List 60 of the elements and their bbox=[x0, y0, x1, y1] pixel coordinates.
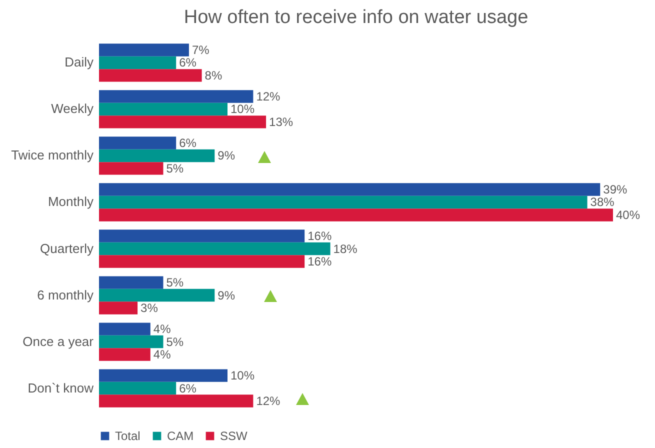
bar bbox=[99, 394, 254, 408]
bar bbox=[99, 382, 176, 395]
y-tick-label: 6 monthly bbox=[37, 287, 94, 302]
data-label: 10% bbox=[230, 102, 255, 116]
data-label: 3% bbox=[140, 300, 158, 315]
bar bbox=[99, 335, 164, 348]
data-label: 38% bbox=[590, 195, 615, 210]
bar bbox=[99, 102, 228, 116]
data-label: 4% bbox=[153, 322, 172, 336]
legend-label: SSW bbox=[220, 429, 248, 443]
bar bbox=[99, 322, 150, 336]
y-tick-label: Don`t know bbox=[28, 380, 94, 396]
data-label: 7% bbox=[192, 43, 210, 58]
bar bbox=[99, 348, 150, 361]
y-tick-label: Weekly bbox=[51, 101, 94, 116]
data-label: 8% bbox=[204, 68, 222, 82]
data-label: 5% bbox=[166, 161, 184, 176]
bar bbox=[99, 149, 215, 162]
bar bbox=[99, 56, 176, 70]
bar bbox=[99, 276, 164, 289]
legend-label: Total bbox=[115, 429, 140, 443]
data-label: 6% bbox=[179, 56, 197, 70]
data-label: 16% bbox=[308, 254, 332, 268]
y-tick-label: Twice monthly bbox=[11, 148, 94, 163]
bar bbox=[99, 288, 215, 302]
y-tick-label: Once a year bbox=[22, 334, 94, 349]
y-tick-label: Monthly bbox=[48, 194, 94, 210]
data-label: 5% bbox=[166, 276, 184, 290]
data-label: 39% bbox=[603, 182, 628, 197]
bar bbox=[99, 183, 600, 196]
bar bbox=[99, 369, 228, 382]
bar bbox=[99, 196, 588, 209]
chart-title: How often to receive info on water usage bbox=[184, 7, 528, 28]
bar bbox=[99, 162, 164, 175]
bar bbox=[99, 255, 305, 268]
data-label: 18% bbox=[333, 242, 358, 256]
y-tick-label: Quarterly bbox=[40, 240, 94, 256]
data-label: 40% bbox=[616, 208, 640, 222]
data-label: 10% bbox=[230, 368, 255, 383]
bar bbox=[99, 116, 266, 128]
bar bbox=[99, 44, 189, 56]
data-label: 9% bbox=[218, 148, 236, 163]
bar bbox=[99, 208, 613, 222]
bar bbox=[99, 136, 176, 150]
y-tick-label: Daily bbox=[64, 54, 94, 70]
data-label: 13% bbox=[269, 114, 294, 129]
data-label: 6% bbox=[179, 136, 197, 150]
data-label: 6% bbox=[179, 381, 197, 396]
bar bbox=[99, 242, 330, 256]
data-label: 12% bbox=[256, 394, 281, 408]
data-label: 9% bbox=[218, 288, 236, 302]
data-label: 5% bbox=[166, 334, 184, 349]
data-label: 16% bbox=[308, 229, 332, 244]
legend-label: CAM bbox=[167, 429, 194, 443]
data-label: 4% bbox=[153, 347, 172, 362]
bar bbox=[99, 90, 254, 103]
bar bbox=[99, 302, 138, 314]
data-label: 12% bbox=[256, 90, 281, 104]
bar bbox=[99, 230, 305, 242]
bar bbox=[99, 69, 202, 82]
